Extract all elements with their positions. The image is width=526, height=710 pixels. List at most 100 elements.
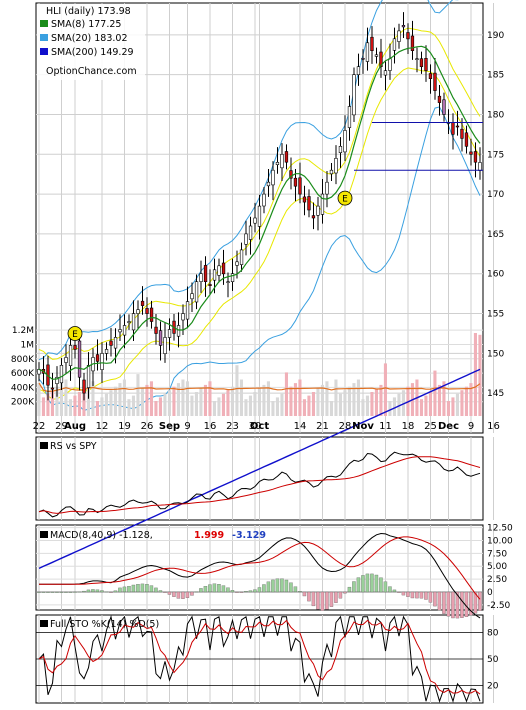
price-tick-label: 160: [487, 270, 504, 280]
volume-bar: [167, 390, 171, 416]
macd-tick-label: -2.50: [487, 601, 511, 611]
stoch-tick-label: 80: [487, 629, 499, 639]
volume-bar: [176, 383, 180, 416]
candle-body: [262, 193, 266, 207]
candle-body: [347, 106, 352, 128]
volume-bar: [442, 381, 446, 416]
macd-histogram-bar: [190, 591, 194, 596]
macd-histogram-bar: [73, 591, 77, 593]
volume-tick-label: 1M: [21, 340, 35, 350]
macd-histogram-bar: [478, 591, 482, 611]
candle-body: [194, 281, 199, 303]
macd-histogram-bar: [41, 591, 46, 593]
candle-body: [127, 321, 131, 324]
candle-body: [253, 217, 257, 224]
candle-body: [338, 146, 343, 154]
volume-bar: [145, 384, 149, 416]
volume-bar: [280, 393, 284, 416]
stoch-tick-label: 50: [487, 655, 499, 665]
legend-label: SMA(200) 149.29: [51, 47, 134, 58]
macd-histogram-bar: [55, 591, 59, 593]
candle-body: [140, 300, 145, 306]
candle-body: [455, 125, 460, 128]
volume-bar: [172, 386, 176, 416]
macd-histogram-bar: [217, 584, 221, 593]
candle-body: [239, 249, 244, 265]
legend-box: [37, 4, 145, 80]
macd-histogram-bar: [64, 591, 68, 593]
labels-layer: 1901851801751701651601551501451.2M1M800K…: [11, 4, 513, 691]
price-tick-label: 155: [487, 310, 504, 320]
x-tick-label: 21: [316, 421, 329, 432]
candle-body: [383, 70, 388, 76]
volume-bar: [275, 397, 279, 416]
candle-body: [406, 32, 410, 40]
candle-body: [370, 36, 374, 52]
volume-bar: [451, 397, 455, 416]
volume-bar: [352, 383, 356, 416]
candle-body: [68, 345, 73, 366]
volume-bar: [388, 401, 392, 416]
price-tick-label: 150: [487, 349, 504, 359]
price-tick-label: 165: [487, 230, 504, 240]
volume-bar: [77, 392, 81, 416]
volume-bar: [113, 386, 117, 416]
volume-bar: [419, 399, 423, 416]
stoch-legend-swatch: [40, 620, 48, 627]
macd-histogram-bar: [374, 574, 379, 593]
x-tick-label: 12: [96, 421, 109, 432]
candle-body: [122, 325, 127, 336]
volume-bar: [424, 395, 428, 416]
candle-body: [131, 313, 136, 331]
volume-bar: [460, 390, 464, 416]
macd-histogram-bar: [185, 591, 190, 598]
volume-bar: [95, 401, 99, 416]
candle-body: [95, 354, 100, 362]
x-tick-label: 29: [55, 421, 68, 432]
candle-body: [154, 326, 158, 334]
candle-body: [464, 132, 469, 147]
x-tick-label: 18: [402, 421, 415, 432]
macd-histogram-bar: [203, 586, 208, 593]
x-tick-label: 23: [226, 421, 239, 432]
macd-signal-line: [39, 536, 481, 600]
x-tick-label: 30: [249, 421, 262, 432]
macd-histogram-bar: [100, 590, 104, 593]
candle-body: [100, 353, 104, 370]
series-layer: [37, 0, 483, 703]
macd-histogram-bar: [37, 591, 41, 593]
macd-histogram-bar: [442, 591, 446, 614]
macd-hist-value: -3.129: [232, 530, 266, 541]
volume-bar: [50, 390, 54, 416]
volume-bar: [194, 392, 198, 416]
macd-histogram-bar: [280, 578, 284, 593]
candle-body: [374, 54, 379, 57]
macd-histogram-bar: [356, 577, 361, 593]
volume-bar: [446, 401, 450, 416]
volume-bar: [334, 379, 338, 416]
candle-body: [415, 58, 419, 61]
x-tick-label: 14: [294, 421, 307, 432]
macd-histogram-bar: [95, 589, 100, 593]
macd-histogram-bar: [361, 575, 365, 593]
volume-bar: [307, 395, 311, 416]
candle-body: [109, 340, 113, 346]
rs-label: RS vs SPY: [50, 441, 97, 452]
candle-body: [397, 30, 401, 42]
rs-line: [38, 451, 481, 518]
candle-body: [167, 329, 172, 338]
macd-histogram-bar: [163, 591, 167, 593]
candle-body: [226, 281, 230, 284]
volume-bar: [343, 390, 347, 416]
volume-bar: [64, 379, 68, 416]
volume-bar: [46, 393, 50, 416]
candle-body: [388, 58, 392, 71]
macd-histogram-bar: [199, 588, 203, 593]
macd-histogram-bar: [158, 590, 163, 593]
macd-histogram-bar: [473, 591, 478, 614]
candle-body: [289, 170, 293, 179]
macd-histogram-bar: [118, 587, 122, 593]
volume-bar: [473, 333, 477, 416]
candle-body: [379, 51, 383, 67]
